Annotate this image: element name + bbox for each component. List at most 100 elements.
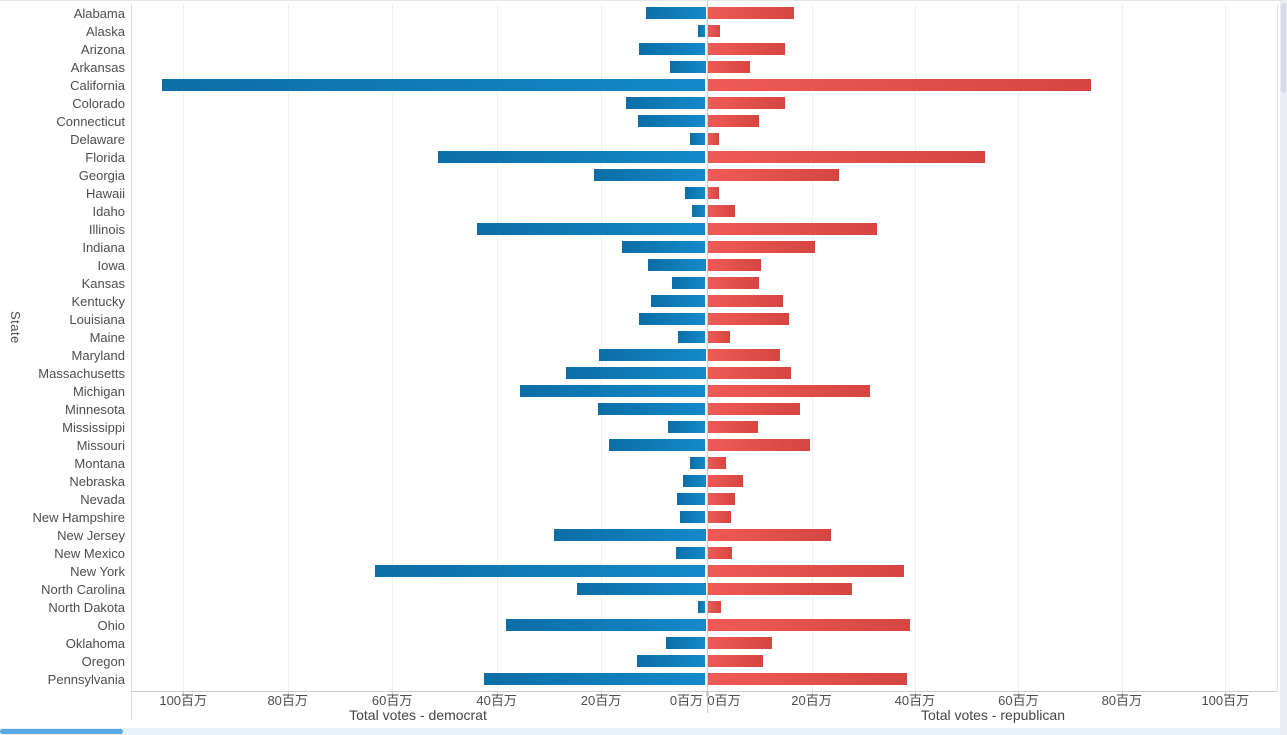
bar-republican-oregon[interactable] bbox=[708, 655, 764, 667]
bar-democrat-arizona[interactable] bbox=[638, 43, 706, 55]
bar-republican-nevada[interactable] bbox=[708, 493, 735, 505]
bar-democrat-maine[interactable] bbox=[677, 331, 706, 343]
bar-republican-florida[interactable] bbox=[708, 151, 985, 163]
y-axis-category-label: North Carolina bbox=[41, 581, 125, 597]
bar-democrat-maryland[interactable] bbox=[599, 349, 706, 361]
horizontal-scrollbar-track[interactable] bbox=[0, 728, 1280, 735]
bar-republican-alaska[interactable] bbox=[708, 25, 721, 37]
bar-democrat-louisiana[interactable] bbox=[638, 313, 706, 325]
right-axis-tick-label: 20百万 bbox=[791, 693, 832, 708]
bar-republican-georgia[interactable] bbox=[708, 169, 840, 181]
bar-republican-north-dakota[interactable] bbox=[708, 601, 721, 613]
bar-republican-kansas[interactable] bbox=[708, 277, 759, 289]
bar-democrat-nebraska[interactable] bbox=[683, 475, 706, 487]
bar-republican-maryland[interactable] bbox=[708, 349, 780, 361]
bar-democrat-missouri[interactable] bbox=[608, 439, 706, 451]
left-axis-tick-label: 20百万 bbox=[580, 693, 622, 708]
bar-republican-maine[interactable] bbox=[708, 331, 731, 343]
bar-republican-illinois[interactable] bbox=[708, 223, 877, 235]
bar-democrat-delaware[interactable] bbox=[690, 133, 706, 145]
bar-democrat-iowa[interactable] bbox=[648, 259, 706, 271]
bar-democrat-oklahoma[interactable] bbox=[666, 637, 706, 649]
y-axis-category-label: New Hampshire bbox=[32, 509, 125, 525]
bar-republican-iowa[interactable] bbox=[708, 259, 761, 271]
bar-republican-nebraska[interactable] bbox=[708, 475, 743, 487]
bar-democrat-mississippi[interactable] bbox=[667, 421, 706, 433]
bar-republican-alabama[interactable] bbox=[708, 7, 794, 19]
bar-republican-michigan[interactable] bbox=[708, 385, 871, 397]
bar-democrat-kansas[interactable] bbox=[671, 277, 706, 289]
bar-democrat-north-dakota[interactable] bbox=[697, 601, 706, 613]
bar-democrat-massachusetts[interactable] bbox=[565, 367, 706, 379]
bar-republican-connecticut[interactable] bbox=[708, 115, 760, 127]
bar-republican-mississippi[interactable] bbox=[708, 421, 758, 433]
bar-democrat-idaho[interactable] bbox=[691, 205, 706, 217]
tick-right-80 bbox=[1121, 691, 1123, 696]
bar-democrat-new-hampshire[interactable] bbox=[679, 511, 706, 523]
bar-democrat-california[interactable] bbox=[162, 79, 706, 91]
y-axis-category-label: Idaho bbox=[92, 203, 125, 219]
bar-republican-massachusetts[interactable] bbox=[708, 367, 791, 379]
tick-right-60 bbox=[1018, 691, 1020, 696]
bar-republican-ohio[interactable] bbox=[708, 619, 910, 631]
gridline-left-20 bbox=[601, 4, 602, 691]
bar-republican-new-jersey[interactable] bbox=[708, 529, 831, 541]
left-plot-border bbox=[131, 4, 132, 720]
vertical-scrollbar-thumb[interactable] bbox=[1281, 3, 1286, 93]
bar-democrat-hawaii[interactable] bbox=[684, 187, 706, 199]
bar-republican-new-york[interactable] bbox=[708, 565, 904, 577]
y-axis-category-label: Maine bbox=[89, 329, 125, 345]
bar-democrat-illinois[interactable] bbox=[476, 223, 706, 235]
bar-republican-new-mexico[interactable] bbox=[708, 547, 733, 559]
bar-republican-louisiana[interactable] bbox=[708, 313, 789, 325]
bar-democrat-florida[interactable] bbox=[437, 151, 706, 163]
bar-republican-montana[interactable] bbox=[708, 457, 727, 469]
bar-democrat-nevada[interactable] bbox=[676, 493, 706, 505]
bar-republican-idaho[interactable] bbox=[708, 205, 735, 217]
bar-republican-kentucky[interactable] bbox=[708, 295, 783, 307]
bar-republican-california[interactable] bbox=[708, 79, 1092, 91]
bar-democrat-new-jersey[interactable] bbox=[554, 529, 706, 541]
bar-democrat-north-carolina[interactable] bbox=[577, 583, 706, 595]
bar-republican-arizona[interactable] bbox=[708, 43, 786, 55]
right-x-axis-title: Total votes - republican bbox=[921, 707, 1065, 723]
y-axis-category-label: Kentucky bbox=[71, 293, 125, 309]
y-axis-category-label: North Dakota bbox=[48, 599, 125, 615]
bar-democrat-michigan[interactable] bbox=[519, 385, 706, 397]
bar-democrat-new-mexico[interactable] bbox=[676, 547, 706, 559]
bar-republican-colorado[interactable] bbox=[708, 97, 786, 109]
bar-democrat-colorado[interactable] bbox=[626, 97, 706, 109]
horizontal-scrollbar-thumb[interactable] bbox=[0, 729, 123, 734]
bar-republican-minnesota[interactable] bbox=[708, 403, 801, 415]
bar-democrat-alaska[interactable] bbox=[697, 25, 706, 37]
bar-democrat-oregon[interactable] bbox=[637, 655, 706, 667]
bar-democrat-arkansas[interactable] bbox=[669, 61, 706, 73]
bar-democrat-indiana[interactable] bbox=[621, 241, 706, 253]
y-axis-category-label: Georgia bbox=[78, 167, 125, 183]
bar-democrat-new-york[interactable] bbox=[375, 565, 706, 577]
bar-republican-arkansas[interactable] bbox=[708, 61, 751, 73]
y-axis-category-label: Iowa bbox=[97, 257, 125, 273]
bar-democrat-alabama[interactable] bbox=[646, 7, 706, 19]
bar-republican-indiana[interactable] bbox=[708, 241, 815, 253]
right-axis-tick-label: 100百万 bbox=[1201, 693, 1250, 708]
bar-republican-missouri[interactable] bbox=[708, 439, 811, 451]
bar-democrat-georgia[interactable] bbox=[594, 169, 706, 181]
bar-democrat-ohio[interactable] bbox=[506, 619, 706, 631]
left-x-axis-title: Total votes - democrat bbox=[349, 707, 487, 723]
bar-democrat-minnesota[interactable] bbox=[597, 403, 706, 415]
bar-republican-hawaii[interactable] bbox=[708, 187, 719, 199]
bar-democrat-connecticut[interactable] bbox=[637, 115, 706, 127]
bar-democrat-pennsylvania[interactable] bbox=[484, 673, 706, 685]
bar-democrat-montana[interactable] bbox=[689, 457, 706, 469]
bar-republican-delaware[interactable] bbox=[708, 133, 719, 145]
bar-republican-oklahoma[interactable] bbox=[708, 637, 773, 649]
y-axis-category-label: Nevada bbox=[80, 491, 125, 507]
bar-republican-new-hampshire[interactable] bbox=[708, 511, 732, 523]
bar-republican-north-carolina[interactable] bbox=[708, 583, 853, 595]
bar-democrat-kentucky[interactable] bbox=[651, 295, 706, 307]
vertical-scrollbar-track[interactable] bbox=[1280, 1, 1287, 735]
y-axis-category-label: Louisiana bbox=[69, 311, 125, 327]
bar-republican-pennsylvania[interactable] bbox=[708, 673, 908, 685]
